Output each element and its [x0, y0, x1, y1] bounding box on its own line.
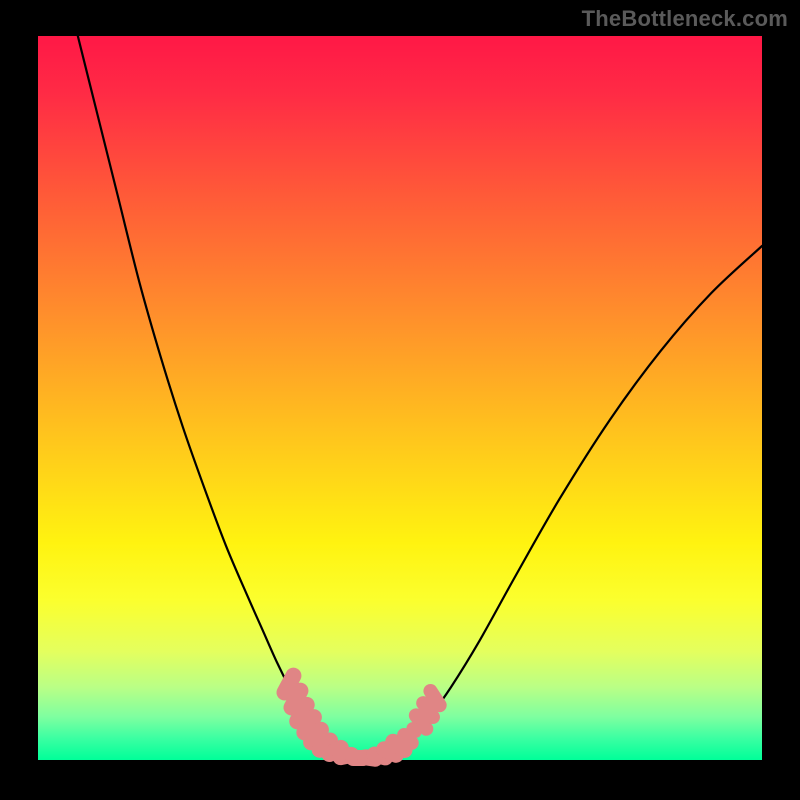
chart-svg — [38, 36, 762, 760]
curve-right — [360, 246, 762, 759]
curve-left — [78, 36, 360, 759]
watermark-text: TheBottleneck.com — [582, 6, 788, 32]
plot-area — [38, 36, 762, 760]
